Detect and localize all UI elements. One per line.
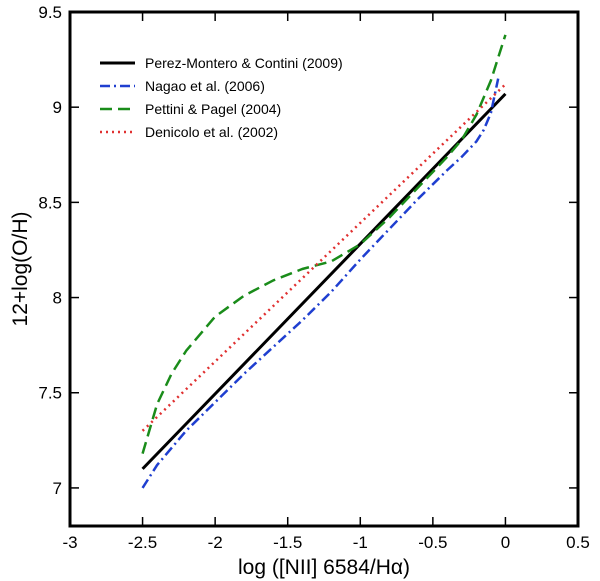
x-tick-label: -0.5 — [418, 533, 447, 552]
y-tick-label: 8.5 — [38, 193, 62, 212]
x-tick-label: 0.5 — [566, 533, 590, 552]
series-layer — [141, 34, 507, 489]
y-tick-label: 7 — [53, 479, 62, 498]
legend-label-4: Denicolo et al. (2002) — [145, 124, 278, 140]
legend-label-2: Nagao et al. (2006) — [145, 78, 265, 94]
x-tick-label: -1.5 — [273, 533, 302, 552]
y-tick-label: 8 — [53, 289, 62, 308]
legend-label-1: Perez-Montero & Contini (2009) — [145, 55, 343, 71]
x-tick-label: 0 — [501, 533, 510, 552]
y-tick-label: 7.5 — [38, 384, 62, 403]
series-line-3 — [141, 34, 507, 455]
y-axis-label: 12+log(O/H) — [9, 212, 32, 327]
x-tick-label: -1 — [353, 533, 368, 552]
y-tick-label: 9 — [53, 98, 62, 117]
x-axis-label: log ([NII] 6584/Hα) — [238, 556, 410, 579]
tick-labels: -3 -2.5 -2 -1.5 -1 -0.5 0 0.5 7 7.5 8 8.5 9 9.5 — [38, 3, 589, 552]
x-tick-label: -3 — [62, 533, 77, 552]
x-tick-label: -2 — [208, 533, 223, 552]
series-line-1 — [141, 92, 507, 470]
legend-label-3: Pettini & Pagel (2004) — [145, 101, 281, 117]
series-line-2 — [141, 78, 500, 489]
plot-frame — [68, 10, 580, 528]
x-tick-label: -2.5 — [128, 533, 157, 552]
y-tick-label: 9.5 — [38, 3, 62, 22]
legend: Perez-Montero & Contini (2009) Nagao et a… — [100, 55, 343, 140]
